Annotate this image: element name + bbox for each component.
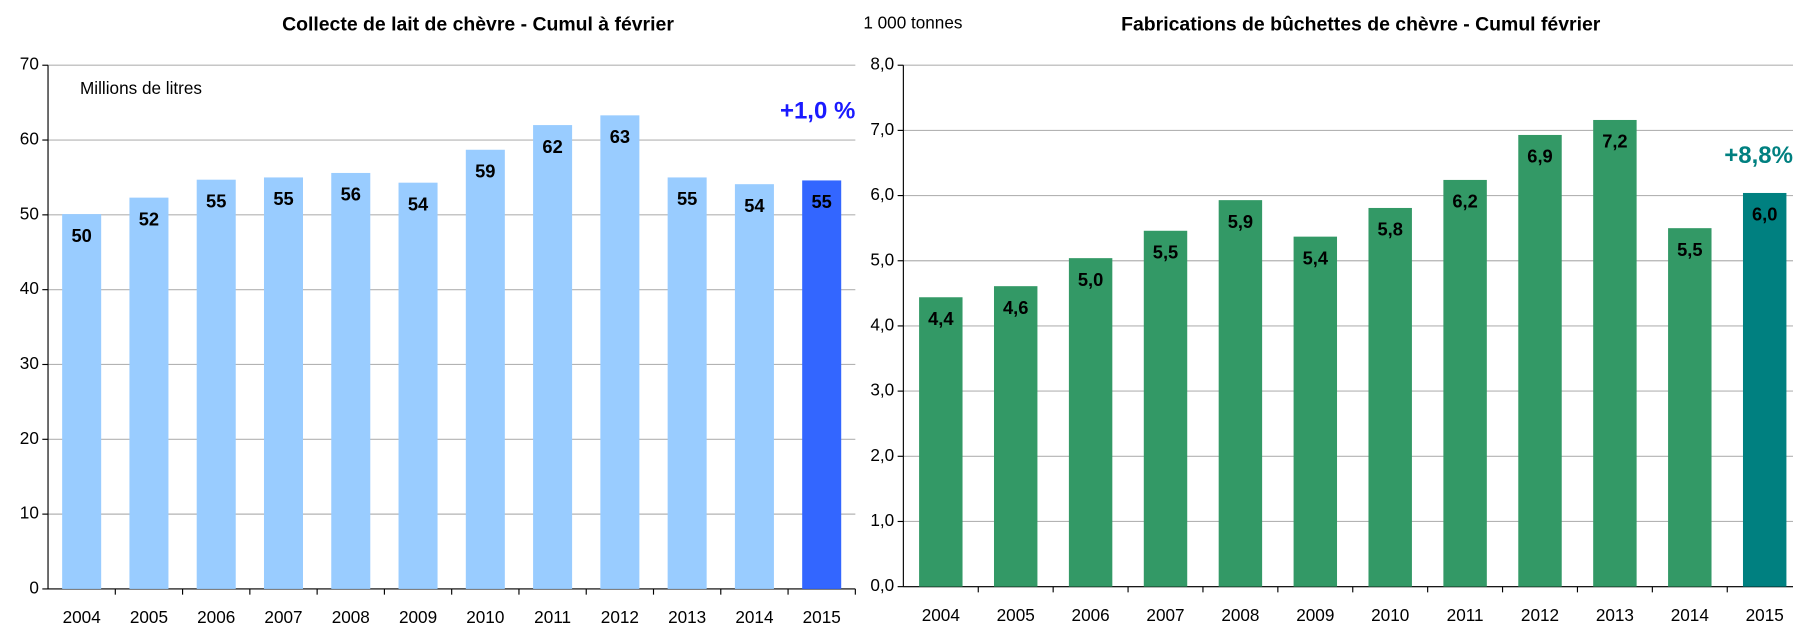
data-label: 5,0 [1078,269,1103,290]
bar [196,179,236,589]
data-label: 52 [139,208,159,229]
x-tick-label: 2006 [1072,605,1110,625]
bar [1668,228,1712,587]
bar [1518,134,1562,587]
y-axis-label: 1 000 tonnes [863,13,962,33]
data-label: 6,9 [1527,146,1552,167]
y-tick-label: 30 [20,353,39,373]
x-tick-label: 2009 [1296,605,1334,625]
bar [1742,192,1787,587]
y-tick-label: 5,0 [870,249,894,269]
x-tick-label: 2005 [130,607,168,627]
annotation: +1,0 % [780,97,855,124]
y-tick-label: 50 [20,203,39,223]
data-label: 6,2 [1452,191,1477,212]
bar [533,125,573,589]
y-tick-label: 0,0 [870,575,894,595]
data-label: 54 [744,195,765,216]
bar [1068,258,1113,587]
data-label: 56 [341,184,361,205]
annotation: +8,8% [1724,142,1793,169]
x-tick-label: 2008 [1221,605,1259,625]
bar [802,180,842,589]
x-tick-label: 2012 [1521,605,1559,625]
y-tick-label: 10 [20,503,39,523]
bar [398,182,438,589]
y-tick-label: 0 [29,577,39,597]
x-tick-label: 2013 [1596,605,1634,625]
data-label: 7,2 [1602,131,1627,152]
bar [331,172,371,589]
bar [1368,207,1412,587]
data-label: 63 [610,126,630,147]
data-label: 59 [475,160,495,181]
x-tick-label: 2014 [1671,605,1710,625]
data-label: 5,5 [1677,239,1702,260]
x-tick-label: 2006 [197,607,235,627]
data-label: 55 [677,188,697,209]
bar [1593,119,1637,587]
data-label: 5,5 [1153,241,1178,262]
x-tick-label: 2011 [1447,605,1484,625]
data-label: 5,8 [1377,219,1402,240]
bar [993,286,1038,587]
data-label: 50 [71,225,91,246]
x-tick-label: 2011 [534,607,571,627]
y-tick-label: 3,0 [870,380,894,400]
bar [1143,230,1188,587]
y-tick-label: 1,0 [870,510,894,530]
y-tick-label: 20 [20,428,39,448]
y-tick-label: 8,0 [870,54,894,74]
data-label: 5,4 [1303,247,1329,268]
x-tick-label: 2015 [1746,605,1784,625]
bar [62,214,102,589]
y-tick-label: 6,0 [870,184,894,204]
y-tick-label: 2,0 [870,445,894,465]
x-tick-label: 2007 [1146,605,1184,625]
x-tick-label: 2007 [264,607,302,627]
x-tick-label: 2015 [803,607,841,627]
y-tick-label: 7,0 [870,119,894,139]
bar [1443,179,1487,587]
data-label: 55 [206,190,226,211]
data-label: 55 [273,188,293,209]
y-tick-label: 40 [20,278,39,298]
chart-title: Fabrications de bûchettes de chèvre - Cu… [1121,13,1601,35]
x-tick-label: 2005 [997,605,1035,625]
x-tick-label: 2004 [922,605,961,625]
data-label: 55 [812,191,832,212]
bar [667,177,707,589]
y-axis-label: Millions de litres [80,78,202,98]
x-tick-label: 2012 [601,607,639,627]
x-tick-label: 2010 [466,607,504,627]
x-tick-label: 2010 [1371,605,1409,625]
chart-title: Collecte de lait de chèvre - Cumul à fév… [282,13,674,35]
bar [1293,236,1338,587]
x-tick-label: 2004 [63,607,102,627]
bar [129,197,169,589]
bar [263,177,304,589]
x-tick-label: 2009 [399,607,437,627]
y-tick-label: 60 [20,129,39,149]
data-label: 4,4 [928,308,954,329]
data-label: 6,0 [1752,204,1777,225]
y-tick-label: 4,0 [870,314,894,334]
x-tick-label: 2014 [735,607,774,627]
data-label: 5,9 [1228,211,1253,232]
x-tick-label: 2013 [668,607,706,627]
bar [600,115,640,589]
y-tick-label: 70 [20,54,39,74]
data-label: 4,6 [1003,297,1028,318]
data-label: 62 [542,136,562,157]
bar [465,149,505,589]
bar [734,184,774,589]
bar [919,297,963,587]
data-label: 54 [408,193,429,214]
x-tick-label: 2008 [332,607,370,627]
bar [1218,200,1263,587]
